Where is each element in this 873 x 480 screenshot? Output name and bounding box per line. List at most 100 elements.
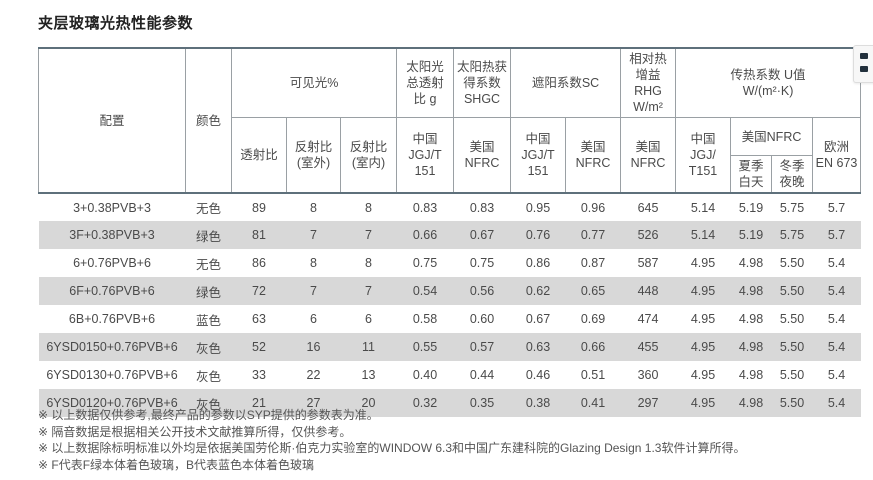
- cell-color: 灰色: [195, 369, 221, 384]
- cell-g: 0.58: [412, 312, 438, 326]
- header-visible-light-group: 可见光%: [230, 47, 398, 118]
- cell-g: 0.54: [412, 284, 438, 298]
- header-u-summer: 夏季 白天: [730, 155, 773, 194]
- header-u-en: 欧洲 EN 673: [812, 117, 862, 194]
- cell-color: 无色: [195, 257, 221, 272]
- cell-rhg: 474: [637, 312, 659, 326]
- cell-vt: 86: [252, 256, 266, 270]
- cell-sc-us: 0.51: [580, 368, 606, 382]
- cell-u-en: 5.4: [827, 284, 846, 298]
- cell-g: 0.32: [412, 396, 438, 410]
- cell-u-summer: 4.98: [738, 256, 764, 270]
- cell-vr-out: 8: [310, 256, 317, 270]
- cell-u-summer: 5.19: [738, 228, 764, 242]
- cell-config: 6YSD0150+0.76PVB+6: [46, 340, 178, 354]
- cell-vr-in: 8: [365, 256, 372, 270]
- cell-rhg: 526: [637, 228, 659, 242]
- cell-u-cn: 4.95: [690, 396, 716, 410]
- cell-g: 0.83: [412, 200, 438, 215]
- cell-u-winter: 5.75: [779, 200, 805, 215]
- cell-u-cn: 4.95: [690, 340, 716, 354]
- cell-vr-in: 20: [361, 396, 376, 410]
- cell-vr-in: 7: [365, 228, 372, 242]
- cell-u-en: 5.4: [827, 256, 846, 270]
- cell-u-summer: 4.98: [738, 396, 764, 410]
- cell-u-cn: 4.95: [690, 312, 716, 326]
- table-row: 6+0.76PVB+6 无色 86 8 8 0.75 0.75 0.86 0.8…: [39, 249, 861, 277]
- table-row: 6YSD0130+0.76PVB+6 灰色 33 22 13 0.40 0.44…: [39, 361, 861, 389]
- cell-u-cn: 4.95: [690, 284, 716, 298]
- cell-config: 6F+0.76PVB+6: [69, 284, 155, 298]
- cell-sc-cn: 0.86: [525, 256, 551, 270]
- header-u-cn: 中国 JGJ/ T151: [675, 117, 732, 194]
- header-g-group: 太阳光 总透射 比 g: [396, 47, 455, 118]
- cell-color: 绿色: [195, 285, 221, 300]
- cell-u-winter: 5.50: [779, 256, 805, 270]
- floating-widget[interactable]: [853, 45, 873, 83]
- cell-rhg: 455: [637, 340, 659, 354]
- cell-u-cn: 5.14: [690, 200, 716, 215]
- table-header: 配置 颜色 可见光% 太阳光 总透射 比 g 太阳热获 得系数 SHGC 遮阳系…: [38, 47, 862, 194]
- header-rhg-us: 美国 NFRC: [620, 117, 677, 194]
- cell-vr-in: 8: [365, 200, 372, 215]
- cell-sc-us: 0.41: [580, 396, 606, 410]
- header-u-nfrc: 美国NFRC: [730, 117, 814, 156]
- cell-vr-in: 13: [361, 368, 376, 382]
- cell-config: 6B+0.76PVB+6: [68, 312, 156, 326]
- header-sc-us: 美国 NFRC: [565, 117, 622, 194]
- widget-icon: [860, 66, 868, 72]
- header-rhg-group: 相对热 增益RHG W/m²: [620, 47, 677, 118]
- cell-u-summer: 4.98: [738, 312, 764, 326]
- cell-rhg: 587: [637, 256, 659, 270]
- cell-g: 0.55: [412, 340, 438, 354]
- header-shgc-group: 太阳热获 得系数 SHGC: [453, 47, 512, 118]
- cell-shgc: 0.67: [469, 228, 495, 242]
- cell-sc-us: 0.87: [580, 256, 606, 270]
- cell-u-en: 5.7: [827, 228, 846, 242]
- cell-sc-us: 0.66: [580, 340, 606, 354]
- cell-config: 6YSD0130+0.76PVB+6: [46, 368, 178, 382]
- cell-config: 6+0.76PVB+6: [73, 256, 151, 270]
- cell-sc-cn: 0.38: [525, 396, 551, 410]
- header-reflectance-outdoor: 反射比 (室外): [286, 117, 341, 194]
- table-row: 3+0.38PVB+3 无色 89 8 8 0.83 0.83 0.95 0.9…: [39, 193, 861, 221]
- cell-sc-us: 0.77: [580, 228, 606, 242]
- cell-u-en: 5.4: [827, 340, 846, 354]
- cell-shgc: 0.44: [469, 368, 495, 382]
- cell-config: 3+0.38PVB+3: [73, 200, 151, 215]
- cell-rhg: 448: [637, 284, 659, 298]
- cell-vr-out: 8: [310, 200, 317, 215]
- cell-vr-out: 7: [310, 228, 317, 242]
- cell-u-en: 5.7: [827, 200, 846, 215]
- cell-u-cn: 4.95: [690, 256, 716, 270]
- cell-u-winter: 5.50: [779, 284, 805, 298]
- cell-vr-in: 7: [365, 284, 372, 298]
- cell-vt: 21: [252, 396, 266, 410]
- cell-color: 灰色: [195, 397, 221, 412]
- cell-vt: 81: [252, 228, 266, 242]
- header-transmittance: 透射比: [231, 117, 287, 194]
- cell-g: 0.66: [412, 228, 438, 242]
- cell-sc-cn: 0.62: [525, 284, 551, 298]
- header-u-winter: 冬季 夜晚: [771, 155, 814, 194]
- cell-rhg: 645: [637, 200, 659, 215]
- cell-shgc: 0.60: [469, 312, 495, 326]
- table-row: 6B+0.76PVB+6 蓝色 63 6 6 0.58 0.60 0.67 0.…: [39, 305, 861, 333]
- header-reflectance-indoor: 反射比 (室内): [339, 117, 398, 194]
- cell-vr-out: 6: [310, 312, 317, 326]
- cell-sc-us: 0.65: [580, 284, 606, 298]
- cell-vr-out: 7: [310, 284, 317, 298]
- cell-u-cn: 4.95: [690, 368, 716, 382]
- cell-config: 3F+0.38PVB+3: [69, 228, 155, 242]
- cell-shgc: 0.57: [469, 340, 495, 354]
- cell-shgc: 0.83: [469, 200, 495, 215]
- cell-vt: 63: [252, 312, 266, 326]
- table-row: 6YSD0150+0.76PVB+6 灰色 52 16 11 0.55 0.57…: [38, 333, 861, 361]
- table-row: 6YSD0120+0.76PVB+6 灰色 21 27 20 0.32 0.35…: [38, 389, 861, 417]
- cell-u-summer: 4.98: [738, 284, 764, 298]
- cell-u-en: 5.4: [827, 396, 846, 410]
- table-row: 6F+0.76PVB+6 绿色 72 7 7 0.54 0.56 0.62 0.…: [38, 277, 861, 305]
- cell-rhg: 297: [637, 396, 659, 410]
- cell-sc-us: 0.96: [580, 200, 606, 215]
